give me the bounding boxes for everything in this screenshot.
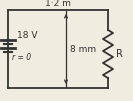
Text: r = 0: r = 0 xyxy=(12,54,31,63)
Text: 18 V: 18 V xyxy=(17,32,38,41)
Text: R: R xyxy=(116,49,123,59)
Text: 8 mm: 8 mm xyxy=(70,45,96,54)
Text: 1·2 m: 1·2 m xyxy=(45,0,71,8)
